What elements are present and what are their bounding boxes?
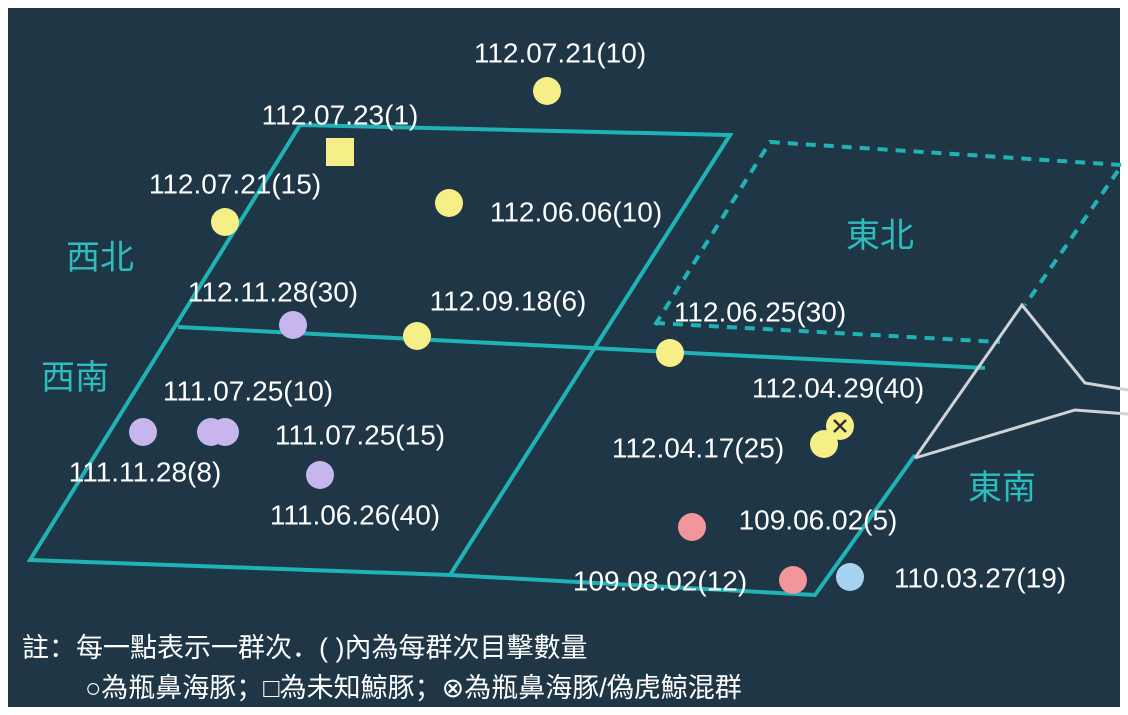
coast-north (913, 302, 1128, 459)
dot-marker (211, 418, 239, 446)
point-label: 111.11.28(8) (69, 456, 222, 487)
point-label: 111.06.26(40) (270, 499, 440, 530)
region-label: 西北 (66, 239, 134, 277)
coast (913, 302, 1128, 460)
point-label: 112.04.17(25) (612, 432, 784, 463)
point-label: 109.08.02(12) (573, 565, 747, 596)
point-label: 109.06.02(5) (739, 504, 898, 535)
point-label: 111.07.25(10) (163, 375, 333, 406)
point-label: 112.07.21(10) (474, 37, 646, 68)
dot-marker (403, 322, 431, 350)
divider (177, 325, 986, 370)
dot-marker (836, 563, 864, 591)
point-label: 112.09.18(6) (430, 285, 587, 316)
dot-marker (656, 339, 684, 367)
region-label: 東北 (846, 217, 914, 255)
northeast-edge (654, 321, 1001, 344)
region-label: 西南 (41, 359, 109, 397)
point-label: 110.03.27(19) (894, 562, 1066, 593)
dot-marker (779, 566, 807, 594)
note: ○為瓶鼻海豚；□為未知鯨豚；⊗為瓶鼻海豚/偽虎鯨混群 (85, 673, 742, 703)
point-label: 112.07.23(1) (262, 99, 419, 130)
point-label: 112.04.29(40) (752, 372, 924, 403)
northeast-block (653, 139, 1126, 327)
dot-marker (211, 208, 239, 236)
dot-marker (306, 461, 334, 489)
grid-lines (26, 123, 1126, 598)
point-label: 112.06.25(30) (674, 296, 846, 327)
square-marker (326, 138, 354, 166)
dot-marker (810, 430, 838, 458)
point-label: 112.06.06(10) (490, 196, 662, 227)
dot-marker (678, 513, 706, 541)
point-label: 112.07.21(15) (149, 168, 321, 199)
coast-south (914, 408, 1128, 460)
point-label: 112.11.28(30) (188, 276, 358, 307)
background (8, 8, 1120, 707)
east-block (449, 453, 917, 598)
region-label: 東南 (968, 469, 1036, 507)
dot-marker (129, 418, 157, 446)
dot-marker (533, 77, 561, 105)
note: 註：每一點表示一群次．( )內為每群次目擊數量 (22, 633, 587, 663)
point-label: 111.07.25(15) (275, 419, 445, 450)
dot-marker (279, 311, 307, 339)
cross-marker (833, 419, 847, 433)
dot-marker (435, 189, 463, 217)
